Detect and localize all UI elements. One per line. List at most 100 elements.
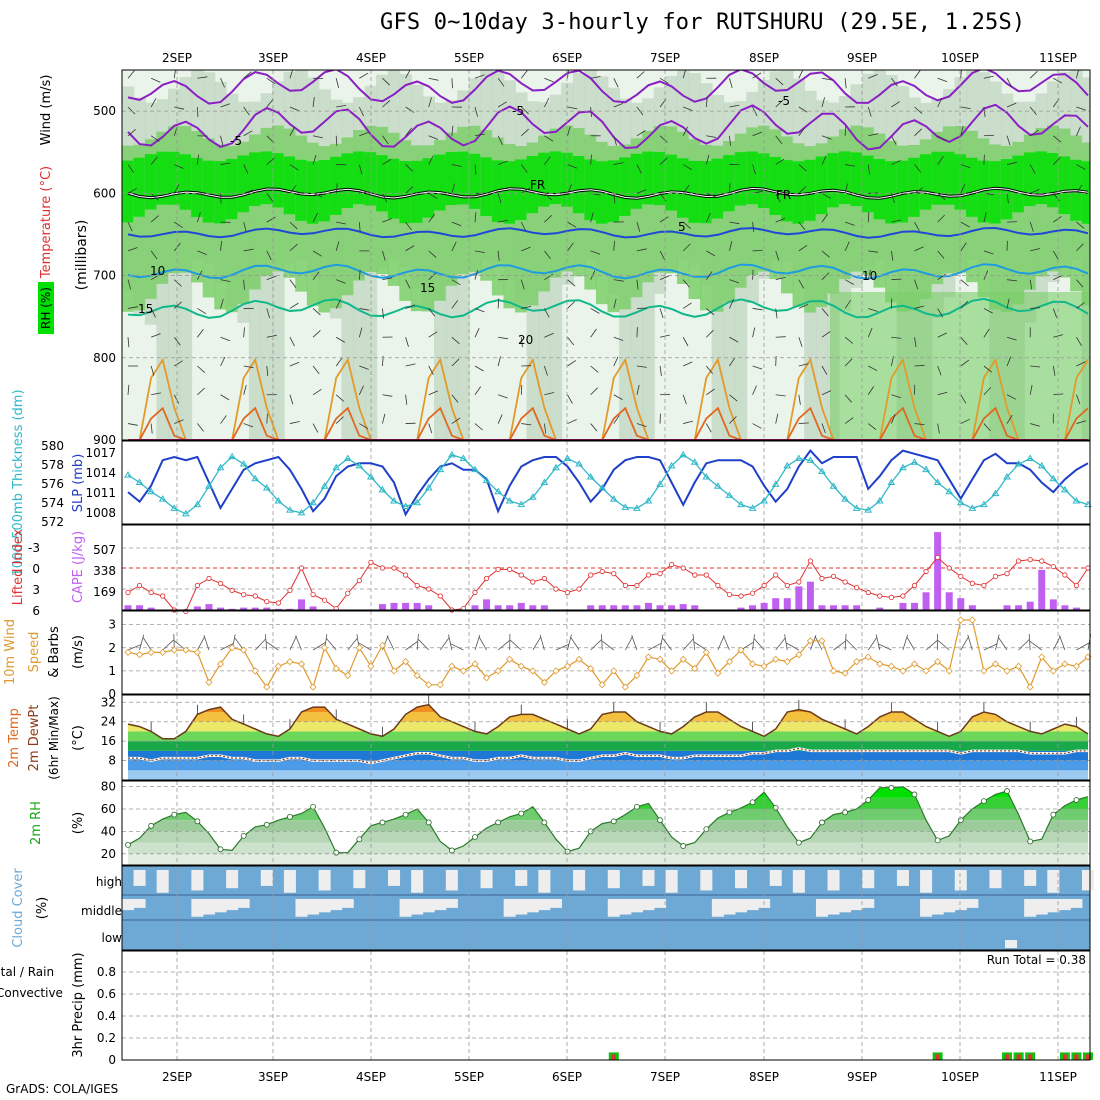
- rh-cell: [237, 155, 250, 213]
- thickness-point: [401, 502, 410, 509]
- cape-bar: [297, 599, 305, 610]
- rh-cell: [850, 152, 863, 207]
- wind-barb: [1052, 308, 1058, 318]
- wind-barb: [289, 106, 300, 112]
- rh-band: [128, 853, 1088, 865]
- lifted-index-point: [692, 572, 698, 578]
- cloud-cell: [654, 899, 667, 908]
- wind-barb: [798, 164, 807, 172]
- cape-bar: [228, 608, 236, 610]
- wind-barb: [590, 212, 594, 223]
- wind-barb: [1006, 298, 1010, 309]
- wind-barb: [890, 250, 894, 261]
- rh-cell: [908, 157, 921, 217]
- cloud-cell: [630, 899, 643, 913]
- wind-barb: [914, 305, 925, 309]
- wind-barb: [428, 213, 436, 223]
- day-label-top: 10SEP: [941, 51, 979, 65]
- wind-barb: [875, 634, 881, 651]
- thickness-point: [320, 482, 329, 489]
- temp-contour-20: [128, 357, 1089, 440]
- wind-barb: [960, 184, 966, 194]
- wind-barb: [335, 299, 341, 309]
- cloud-cell: [526, 899, 539, 913]
- cloud-cell: [399, 899, 412, 917]
- thickness-point: [1072, 496, 1081, 504]
- wind-barb: [289, 394, 294, 405]
- rh-cell: [804, 159, 817, 221]
- pressure-axis-label: (millibars): [74, 220, 90, 291]
- day-label-bottom: 6SEP: [552, 1070, 582, 1084]
- upper-air-grid: [122, 70, 1090, 440]
- wind-barb: [1076, 642, 1090, 651]
- thickness-point: [332, 463, 341, 471]
- rh-cell: [885, 161, 898, 224]
- wind-barb: [705, 154, 710, 165]
- lifted-tick: 6: [32, 604, 40, 618]
- wind-barb: [335, 241, 340, 251]
- cloud-cell: [295, 899, 308, 917]
- wind-barb: [844, 417, 854, 424]
- wind-barb: [1076, 279, 1084, 288]
- thickness-point: [1060, 485, 1069, 493]
- wind-barb: [418, 639, 430, 651]
- rh-cell: [1058, 156, 1072, 215]
- rh-cell: [399, 161, 412, 224]
- lifted-index-point: [287, 587, 293, 594]
- wind-barb: [142, 636, 152, 651]
- wind-barb: [1006, 102, 1017, 108]
- wind-barb: [914, 70, 921, 79]
- wind-barb: [613, 103, 624, 108]
- wind-barb: [613, 279, 624, 282]
- thickness-point: [852, 504, 861, 511]
- temperature-fill: [128, 704, 1088, 780]
- wind-barb: [1053, 275, 1063, 281]
- cloud-cell: [411, 870, 424, 893]
- rh-cell: [746, 151, 759, 205]
- wind-barb: [682, 126, 688, 136]
- cloud-cell: [515, 870, 528, 886]
- lifted-index-point: [588, 572, 594, 578]
- cloud-cell: [445, 899, 458, 908]
- wind-barb: [659, 250, 666, 260]
- wind-barb: [497, 640, 510, 651]
- wind-barb: [752, 634, 755, 651]
- wind-barb: [428, 155, 434, 165]
- lifted-index-point: [830, 573, 837, 580]
- thickness-point: [471, 465, 479, 473]
- wind-barb: [844, 221, 855, 226]
- wind-barb: [358, 106, 364, 117]
- wind-barb: [289, 126, 295, 136]
- lifted-index-point: [1050, 563, 1056, 570]
- wind-barb: [312, 365, 320, 375]
- cape-bar: [899, 602, 907, 610]
- wind-speed-point: [321, 644, 329, 652]
- lifted-index-point: [125, 589, 131, 596]
- wind-speed-point: [575, 655, 583, 663]
- wind-barb: [729, 241, 733, 251]
- cape-bar: [402, 602, 410, 610]
- wind-barb: [243, 327, 245, 338]
- cape-bar: [795, 586, 803, 610]
- lifted-index-point: [969, 580, 975, 587]
- cloud-cell: [850, 899, 863, 911]
- rh-cell: [931, 151, 944, 205]
- wind-barb: [428, 365, 434, 375]
- cape-bar: [968, 605, 976, 610]
- thickness-point: [286, 506, 294, 513]
- wind-barb: [706, 135, 717, 138]
- wind-barb: [775, 135, 783, 144]
- cape-bar: [1026, 601, 1034, 610]
- cloud-cell: [411, 899, 424, 915]
- lifted-index-point: [356, 577, 362, 584]
- wind-barb: [474, 74, 485, 79]
- wind-barb: [474, 250, 485, 253]
- convective-bar: [1016, 1054, 1021, 1060]
- wind-barb: [544, 156, 551, 165]
- thickness-line: [127, 453, 1089, 515]
- contour-label: -5: [230, 134, 242, 148]
- lifted-index-point: [368, 559, 374, 566]
- wind-barb: [544, 97, 550, 108]
- wind-barb: [405, 221, 412, 231]
- lifted-index-point: [576, 586, 582, 592]
